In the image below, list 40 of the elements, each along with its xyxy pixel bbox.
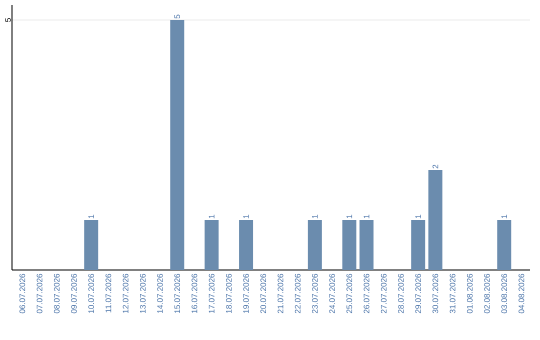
x-tick-label: 22.07.2026	[294, 274, 301, 314]
x-tick-label: 28.07.2026	[398, 274, 404, 314]
x-tick-label: 01.08.2026	[466, 274, 473, 314]
x-tick-label: 02.08.2026	[484, 274, 490, 314]
data-label: 1	[501, 214, 507, 218]
x-tick-label: 20.07.2026	[260, 274, 266, 314]
data-label: 1	[346, 214, 352, 218]
x-tick-label: 10.07.2026	[88, 274, 94, 313]
x-tick-label: 03.08.2026	[501, 274, 508, 314]
x-tick-label: 24.07.2026	[329, 274, 335, 314]
x-tick-label: 07.07.2026	[36, 274, 42, 314]
data-label: 1	[88, 214, 94, 218]
x-tick-label: 30.07.2026	[432, 274, 438, 314]
x-tick-label: 11.07.2026	[106, 274, 112, 312]
x-tick-label: 04.08.2026	[518, 274, 524, 314]
data-label: 1	[208, 214, 214, 218]
x-tick-label: 13.07.2026	[140, 274, 146, 313]
x-tick-label: 21.07.2026	[278, 274, 284, 314]
x-tick-label: 12.07.2026	[122, 274, 128, 313]
x-tick-label: 16.07.2026	[192, 274, 198, 313]
data-label: 1	[364, 214, 370, 218]
x-tick-label: 25.07.2026	[346, 274, 352, 314]
x-tick-label: 17.07.2026	[208, 274, 214, 313]
x-tick-label: 18.07.2026	[226, 274, 232, 313]
data-label: 5	[174, 14, 180, 18]
data-label: 1	[312, 214, 318, 218]
x-tick-label: 19.07.2026	[243, 274, 249, 313]
data-label: 2	[432, 164, 438, 168]
x-tick-label: 14.07.2026	[157, 274, 163, 313]
x-tick-label: 27.07.2026	[380, 274, 387, 314]
x-tick-label: 09.07.2026	[71, 274, 77, 314]
x-tick-label: 26.07.2026	[364, 274, 370, 314]
x-tick-label: 06.07.2026	[20, 274, 26, 314]
x-tick-label: 31.07.2026	[450, 274, 456, 314]
data-label: 1	[415, 214, 421, 218]
x-tick-label: 08.07.2026	[54, 274, 60, 314]
x-tick-label: 23.07.2026	[312, 274, 318, 314]
x-tick-label: 15.07.2026	[174, 274, 180, 313]
data-label: 1	[243, 214, 249, 218]
x-tick-label: 29.07.2026	[415, 274, 421, 314]
